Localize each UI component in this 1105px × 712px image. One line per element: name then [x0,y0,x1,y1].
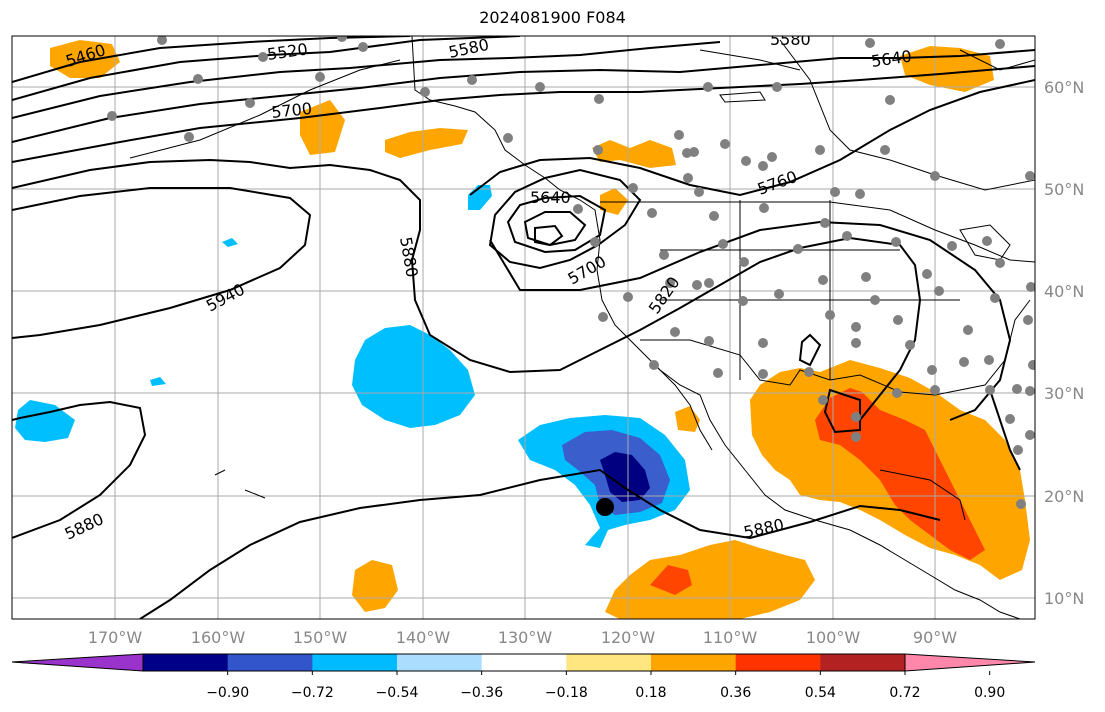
positive-anomaly-area [592,140,676,168]
negative-anomaly-area [352,325,475,428]
colorbar-tick-label: 0.36 [720,685,751,701]
graticule [12,36,1035,619]
colorbar-tick-label: 0.18 [635,685,666,701]
negative-anomaly-area [222,238,238,247]
positive-anomaly-area [605,540,815,619]
latitude-label: 10°N [1044,589,1084,608]
longitude-label: 120°W [601,628,656,647]
coastlines [129,36,1035,619]
contour-label: 5940 [203,280,248,316]
colorbar-extension-high [905,654,1035,671]
map-title: 2024081900 F084 [479,8,626,27]
colorbar-tick-label: −0.72 [291,685,334,701]
longitude-label: 110°W [703,628,758,647]
station-markers [107,36,1035,509]
contour-label: 5700 [565,252,610,289]
latitude-label: 50°N [1044,180,1084,199]
positive-anomaly-area [675,406,700,432]
longitude-label: 170°W [88,628,143,647]
colorbar-segment [481,654,567,671]
longitude-label: 160°W [191,628,246,647]
colorbar-segment [227,654,313,671]
contour-label: 5520 [266,39,309,63]
positive-anomaly-area [385,128,468,158]
longitude-axis: 170°W 160°W 150°W 140°W 130°W 120°W 110°… [88,628,957,647]
latitude-label: 60°N [1044,78,1084,97]
positive-anomaly-area [50,40,120,78]
positive-anomaly-area [900,46,994,92]
longitude-label: 130°W [498,628,553,647]
colorbar-segment [566,654,652,671]
colorbar-tick-label: 0.72 [889,685,920,701]
colorbar-segment [143,654,229,671]
latitude-axis: 60°N 50°N 40°N 30°N 20°N 10°N [1044,78,1084,608]
colorbar-segment [312,654,398,671]
negative-anomaly-area [150,377,166,386]
colorbar: −0.90 −0.72 −0.54 −0.36 −0.18 0.18 0.36 0.54 0.7… [11,653,1036,701]
longitude-label: 100°W [806,628,861,647]
positive-anomaly-area [352,560,398,612]
colorbar-segment [820,654,906,671]
colorbar-tick-label: 0.54 [805,685,836,701]
height-contours [12,36,1035,619]
longitude-label: 140°W [396,628,451,647]
storm-center-marker [596,498,614,516]
extreme-negative-anomaly-area [600,452,650,502]
anomaly-shading [15,40,1030,619]
latitude-label: 40°N [1044,282,1084,301]
contour-label: 5880 [396,235,422,278]
strong-positive-anomaly-area [650,565,692,595]
colorbar-tick-label: −0.18 [545,685,588,701]
contour-label: 5760 [755,167,800,199]
latitude-label: 30°N [1044,384,1084,403]
negative-anomaly-area [15,400,75,442]
colorbar-tick-label: −0.54 [376,685,419,701]
contour-label: 5820 [645,273,684,317]
colorbar-segment [397,654,483,671]
latitude-label: 20°N [1044,487,1084,506]
contour-label: 5640 [530,188,571,207]
contour-label: 5880 [742,515,786,542]
contour-label: 5580 [770,30,811,49]
longitude-label: 150°W [293,628,348,647]
longitude-label: 90°W [913,628,957,647]
colorbar-tick-label: −0.90 [206,685,249,701]
colorbar-segment [651,654,737,671]
map-frame [11,35,1036,620]
contour-label: 5700 [270,99,312,122]
colorbar-segment [735,654,821,671]
colorbar-extension-low [12,654,143,671]
colorbar-tick-label: −0.36 [460,685,503,701]
colorbar-tick-label: 0.90 [974,685,1005,701]
